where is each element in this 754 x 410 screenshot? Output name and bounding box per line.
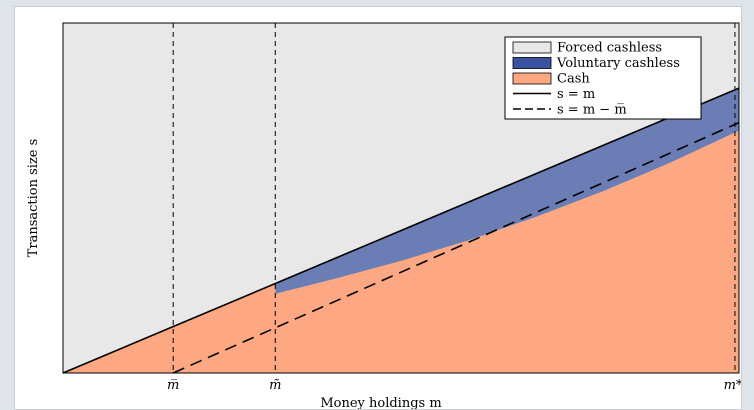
x-axis-label: Money holdings m	[320, 396, 441, 409]
line-s-equals-m	[62, 87, 740, 374]
legend-swatch-1	[512, 57, 552, 69]
region-cash	[63, 130, 739, 373]
x-tick-label-1: m̃	[269, 378, 281, 393]
legend-label-0: Forced cashless	[557, 41, 662, 56]
legend-label-4: s = m − m̅	[557, 103, 627, 118]
region-voluntary-cashless	[275, 88, 739, 294]
legend-label-2: Cash	[557, 72, 590, 87]
y-axis-label: Transaction size s	[26, 139, 41, 258]
legend-swatch-2	[512, 72, 552, 85]
line-s-equals-m-minus-mbar	[172, 121, 740, 374]
plot-border	[62, 22, 740, 374]
legend-label-3: s = m	[557, 87, 595, 102]
legend-swatch-0	[512, 41, 552, 54]
x-tick-label-0: m̅	[167, 378, 179, 393]
x-tick-label-2: m*	[724, 378, 741, 393]
figure-frame: Forced cashless Voluntary cashless Cash s =…	[14, 6, 742, 410]
legend-label-1: Voluntary cashless	[556, 56, 680, 71]
axes: m̅ m̃ m* Money holdings m Transaction size s	[26, 22, 741, 409]
